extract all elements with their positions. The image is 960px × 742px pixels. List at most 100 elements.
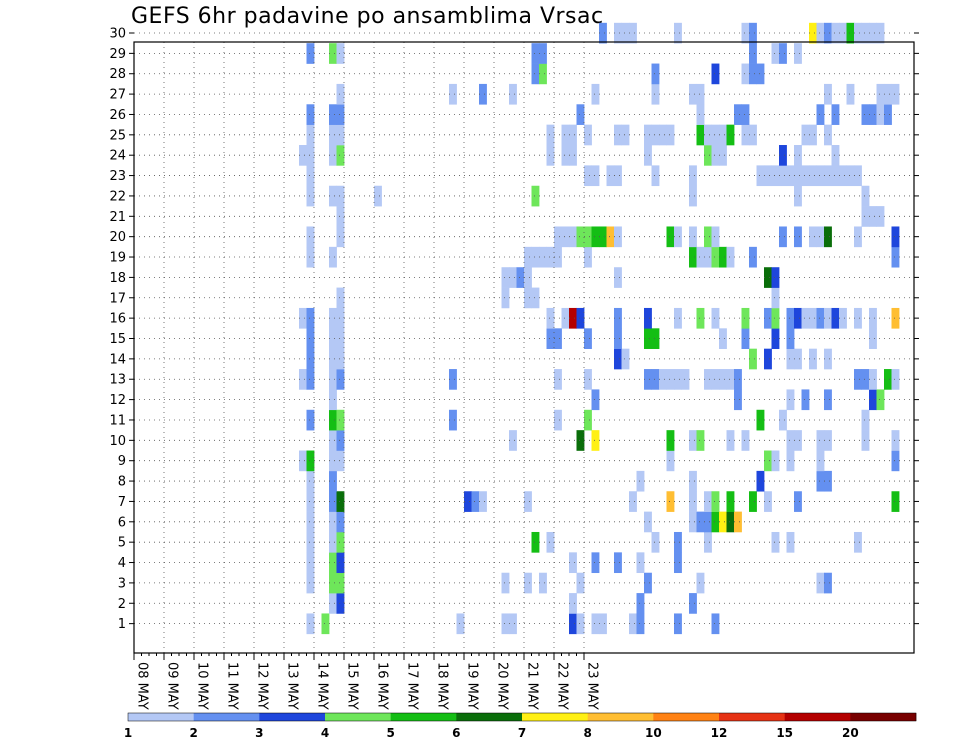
heatmap-cell — [816, 450, 825, 472]
heatmap-cell — [644, 572, 652, 594]
heatmap-cell — [689, 165, 697, 187]
heatmap-cell — [666, 226, 675, 248]
heatmap-cell — [561, 307, 570, 329]
heatmap-cell — [816, 165, 825, 187]
heatmap-cell — [846, 22, 855, 44]
heatmap-cell — [891, 430, 900, 451]
heatmap-cell — [854, 22, 862, 44]
heatmap-cell — [306, 613, 315, 635]
heatmap-cell — [621, 22, 630, 44]
heatmap-cell — [696, 83, 705, 105]
heatmap-cell — [831, 104, 840, 125]
heatmap-cell — [299, 145, 307, 166]
heatmap-cell — [779, 43, 787, 64]
heatmap-cell — [696, 307, 705, 329]
y-tick-label: 24 — [109, 149, 126, 164]
heatmap-cell — [569, 226, 577, 248]
heatmap-cell — [336, 206, 345, 227]
heatmap-cell — [824, 307, 832, 329]
heatmap-cell — [516, 267, 525, 288]
heatmap-cell — [306, 491, 315, 512]
heatmap-cell — [854, 226, 862, 248]
x-tick-label: 18 MAY — [435, 662, 450, 710]
heatmap-cell — [689, 593, 697, 614]
heatmap-cell — [524, 287, 532, 309]
heatmap-cell — [554, 369, 562, 390]
heatmap-cell — [861, 185, 870, 207]
heatmap-cell — [621, 348, 630, 370]
heatmap-cell — [329, 389, 337, 411]
heatmap-cell — [546, 307, 555, 329]
heatmap-cell — [809, 307, 817, 329]
heatmap-cell — [876, 389, 885, 411]
heatmap-cell — [569, 124, 577, 146]
heatmap-cell — [824, 389, 832, 411]
heatmap-cell — [854, 369, 862, 390]
heatmap-cell — [614, 226, 622, 248]
colorbar-label: 6 — [452, 726, 460, 740]
heatmap-cell — [816, 104, 825, 125]
heatmap-cell — [336, 430, 345, 451]
heatmap-cell — [861, 369, 870, 390]
heatmap-cell — [636, 593, 645, 614]
heatmap-cell — [689, 430, 697, 451]
heatmap-cell — [696, 430, 705, 451]
heatmap-cell — [854, 531, 862, 553]
heatmap-cell — [569, 307, 577, 329]
colorbar-label: 7 — [518, 726, 526, 740]
heatmap-cell — [884, 369, 892, 390]
heatmap-cell — [809, 348, 817, 370]
heatmap-cell — [711, 226, 720, 248]
heatmap-cell — [336, 409, 345, 431]
colorbar-label: 8 — [583, 726, 591, 740]
heatmap-cell — [329, 511, 337, 533]
heatmap-cell — [861, 206, 870, 227]
heatmap-cell — [554, 246, 562, 268]
heatmap-cell — [584, 226, 592, 248]
heatmap-cell — [809, 165, 817, 187]
colorbar-label: 12 — [711, 726, 728, 740]
heatmap-cell — [584, 246, 592, 268]
heatmap-cell — [786, 531, 795, 553]
x-tick-label: 20 MAY — [495, 662, 510, 710]
colorbar-label: 2 — [189, 726, 197, 740]
heatmap-cell — [816, 430, 825, 451]
heatmap-cell — [674, 226, 682, 248]
heatmap-cell — [741, 63, 750, 85]
heatmap-cell — [306, 450, 315, 472]
colorbar-swatch — [784, 713, 851, 721]
heatmap-cell — [614, 124, 622, 146]
heatmap-cell — [674, 552, 682, 574]
heatmap-cell — [704, 369, 712, 390]
x-tick-label: 21 MAY — [525, 662, 540, 710]
heatmap-cell — [824, 470, 832, 492]
heatmap-cell — [329, 104, 337, 125]
heatmap-cell — [576, 307, 585, 329]
heatmap-cell — [479, 491, 487, 512]
heatmap-cell — [306, 348, 315, 370]
heatmap-cell — [329, 409, 337, 431]
heatmap-cell — [509, 83, 517, 105]
heatmap-cells — [299, 22, 900, 635]
heatmap-cell — [306, 165, 315, 187]
heatmap-cell — [764, 307, 772, 329]
heatmap-cell — [794, 226, 802, 248]
heatmap-cell — [824, 165, 832, 187]
y-tick-label: 3 — [118, 576, 126, 591]
heatmap-cell — [771, 450, 780, 472]
heatmap-cell — [711, 307, 720, 329]
heatmap-cell — [329, 185, 337, 207]
heatmap-cell — [794, 145, 802, 166]
heatmap-cell — [741, 22, 750, 44]
heatmap-cell — [569, 552, 577, 574]
heatmap-cell — [651, 124, 660, 146]
heatmap-cell — [726, 430, 735, 451]
heatmap-cell — [719, 328, 727, 349]
heatmap-cell — [584, 165, 592, 187]
heatmap-cell — [546, 145, 555, 166]
heatmap-cell — [531, 531, 540, 553]
y-axis: 1234567891011121314151617181920212223242… — [109, 27, 919, 632]
heatmap-cell — [329, 491, 337, 512]
heatmap-cell — [584, 409, 592, 431]
heatmap-cell — [456, 613, 465, 635]
